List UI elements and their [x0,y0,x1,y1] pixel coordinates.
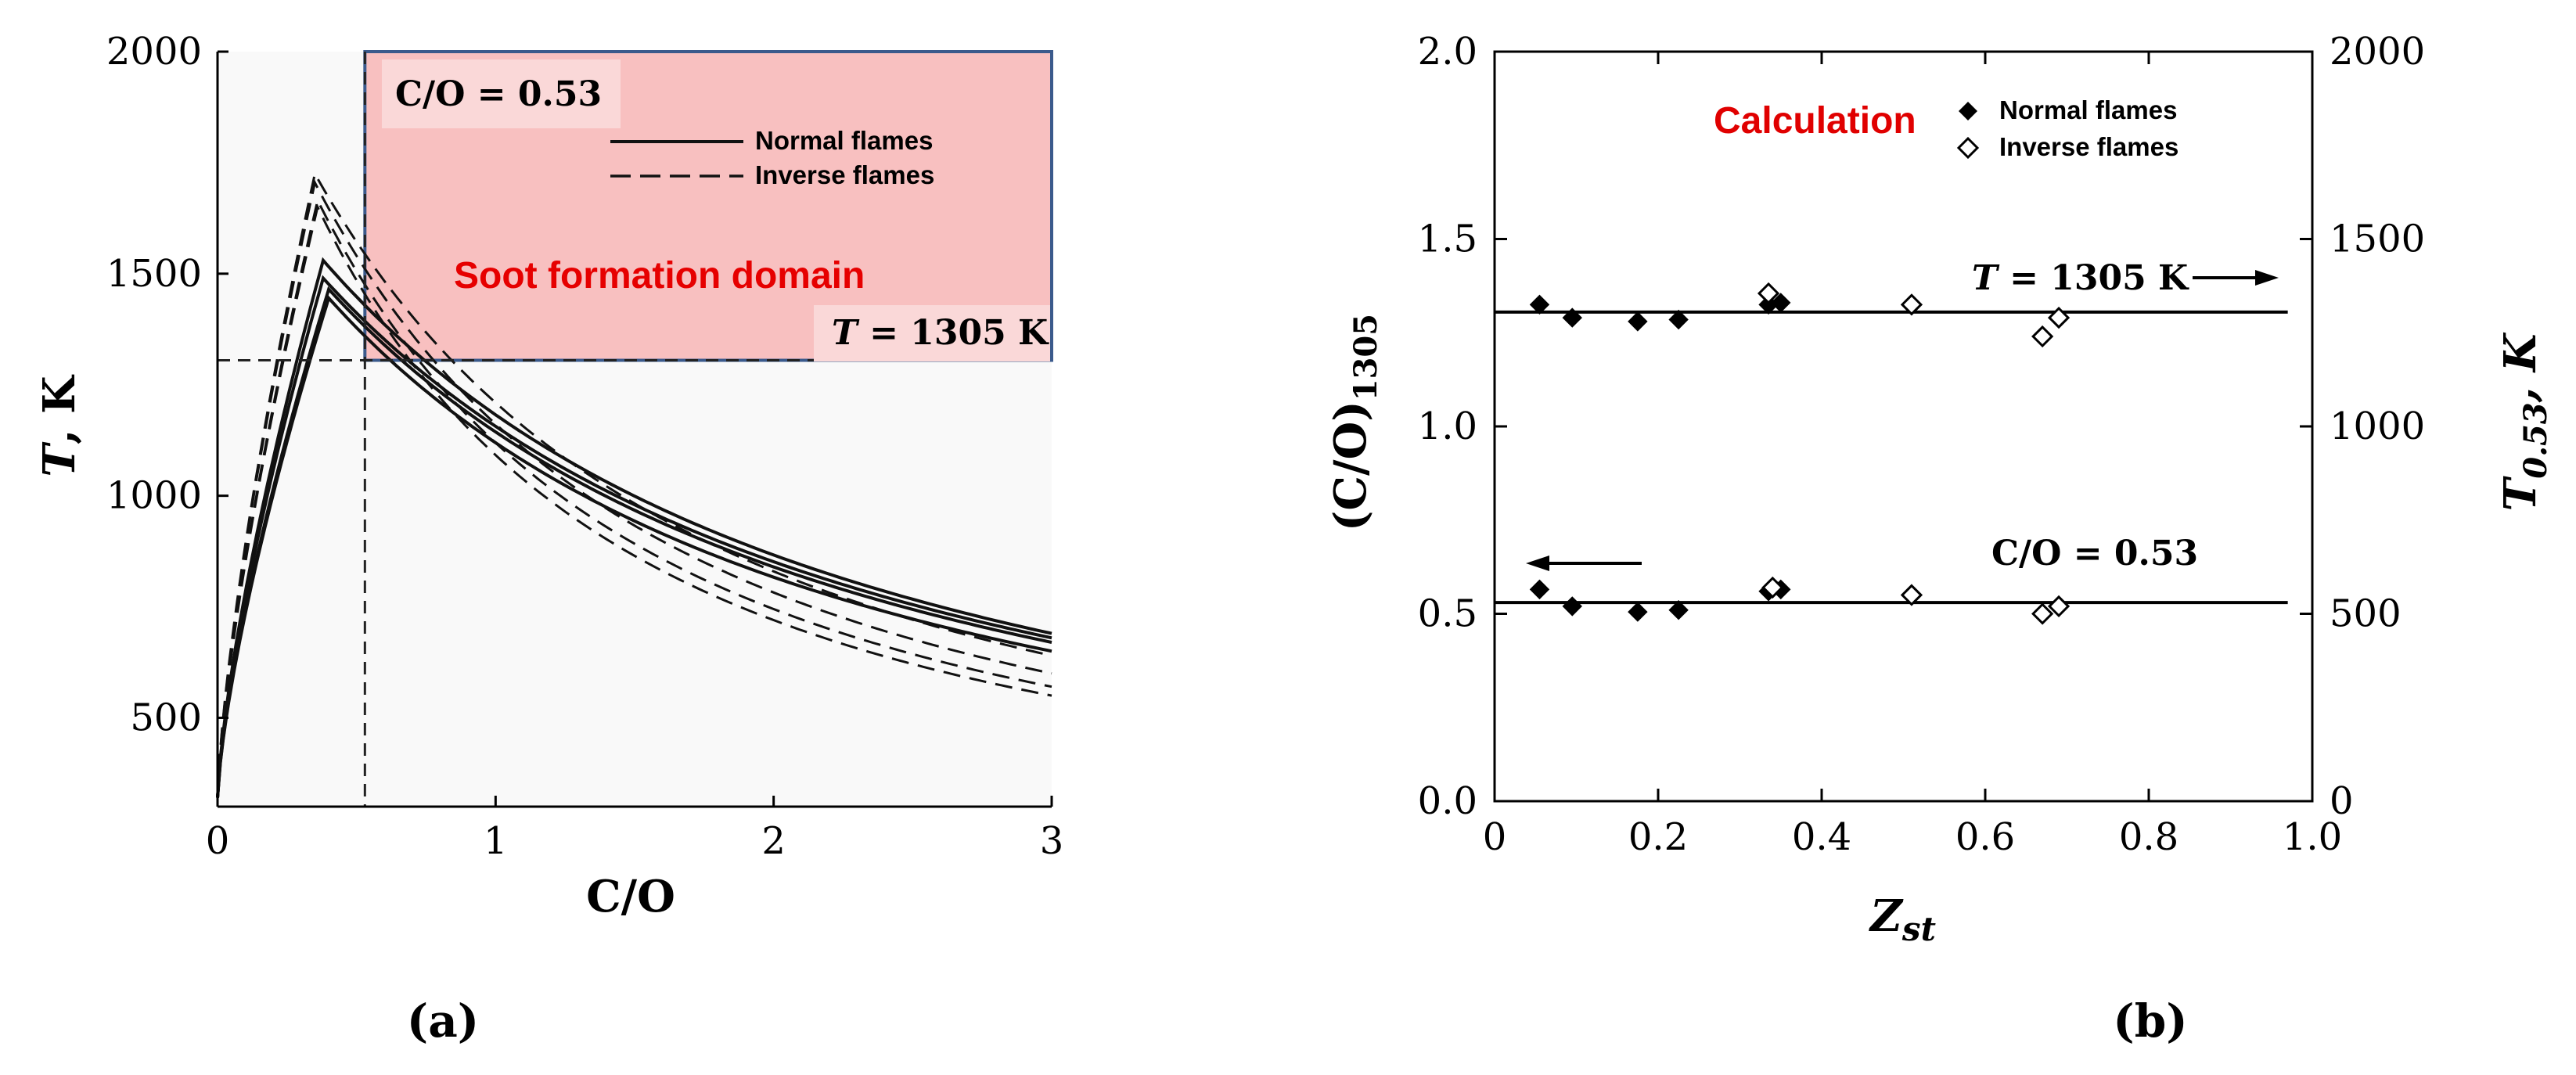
panel-b-left-y-tick-label: 0.0 [1418,779,1477,823]
panel-b-left-y-tick-label: 1.5 [1418,218,1477,261]
inverse-flame-data-point [1757,282,1780,305]
panel-b-chart: 0 0.2 0.4 0.6 0.8 1.0 0.0 0.5 1.0 1.5 2.0 0 500 1000 1… [1325,30,2554,1048]
legend-inverse-flames-label: Inverse flames [1999,132,2178,161]
inverse-flame-data-point [1900,584,1923,606]
panel-b-x-tick-label: 0.6 [1955,815,2015,859]
normal-flame-curve-3 [216,286,1052,798]
normal-flame-curve-1 [216,257,1052,798]
inverse-flame-data-point [1900,293,1923,316]
panel-b-x-tick-label: 1.0 [2283,815,2342,859]
c-o-annotation-label: C/O = 0.53 [395,74,602,114]
panel-a-y-tick-label: 2000 [106,30,202,74]
t-label-box [814,305,1050,361]
normal-flame-data-point [1562,596,1582,617]
inverse-flame-curve-3 [216,196,1052,798]
panel-b-x-tick-label: 0 [1483,815,1507,859]
panel-a-x-tick-label: 2 [761,819,786,863]
panel-b-data-points [1529,282,2071,625]
inverse-flame-data-point [2047,306,2071,329]
inverse-flame-data-point [2031,602,2054,625]
normal-flame-data-point [1562,307,1582,328]
panel-a-x-tick-label: 1 [484,819,508,863]
inverse-flame-data-point [2047,595,2071,618]
panel-a-x-tick-label: 3 [1040,819,1064,863]
left-arrow-icon [1526,555,1642,571]
t-annotation-label: T = 1305 K [832,313,1049,353]
panel-b-right-y-tick-label: 2000 [2330,30,2425,74]
normal-flame-data-point [1628,602,1648,622]
panel-a-y-tick-label: 1500 [106,252,202,296]
panel-b-x-tick-label: 0.2 [1628,815,1688,859]
panel-b-left-y-axis-label: (C/O)1305 [1325,314,1384,531]
panel-b-ticks: 0 0.2 0.4 0.6 0.8 1.0 0.0 0.5 1.0 1.5 2.0 0 500 1000 1… [1418,30,2426,859]
legend-open-diamond-marker [1956,136,1980,160]
panel-b-left-y-tick-label: 1.0 [1418,404,1477,448]
c-o-0-53-line-label: C/O = 0.53 [1991,534,2198,573]
soot-formation-domain-label: Soot formation domain [454,255,865,297]
inverse-flame-data-point [1761,576,1784,599]
panel-b-left-y-tick-label: 0.5 [1418,592,1477,636]
inverse-flame-curve-2 [216,179,1052,798]
panel-a-chart: 0 1 2 3 500 1000 1500 2000 C/O = 0.53 T = 1305 … [34,30,1063,1048]
panel-a-ticks: 0 1 2 3 500 1000 1500 2000 [106,30,1063,863]
right-arrow-icon [2193,270,2279,286]
panel-b-right-y-tick-label: 500 [2330,592,2402,636]
c-o-label-box [382,59,621,128]
panel-b-x-tick-label: 0.4 [1792,815,1851,859]
normal-flame-curve-2 [216,275,1052,798]
panel-b-left-y-tick-label: 2.0 [1418,30,1477,74]
panel-b-x-axis-label: Zst [1869,890,1936,948]
inverse-flame-curve-4 [216,203,1052,798]
panel-a-x-tick-label: 0 [206,819,230,863]
panel-a-y-tick-label: 500 [130,696,202,739]
panel-a-label: (a) [407,994,479,1048]
panel-b-right-y-axis-label: T0.53, K [2495,332,2554,511]
panel-b-plot-frame [1493,50,2314,803]
t-1305-line-label: T = 1305 K [1972,258,2189,298]
panel-b-x-tick-label: 0.8 [2119,815,2178,859]
legend-inverse-flames-label: Inverse flames [755,160,934,189]
panel-b-right-y-tick-label: 1500 [2330,218,2425,261]
normal-flame-data-point [1529,294,1550,315]
normal-flame-data-point [1668,600,1689,620]
panel-a-curves [216,170,1052,798]
panel-b-right-y-tick-label: 0 [2330,779,2354,823]
inverse-flame-curve-1 [216,170,1052,798]
normal-flame-data-point [1628,311,1648,332]
panel-b-label: (b) [2113,994,2187,1048]
panel-a-x-axis-label: C/O [586,871,675,922]
normal-flame-data-point [1668,309,1689,330]
panel-a-y-axis-label: T, K [34,374,85,477]
calculation-legend-title: Calculation [1714,100,1916,142]
normal-flame-data-point [1771,293,1791,313]
panel-a-y-tick-label: 1000 [106,474,202,518]
inverse-flame-data-point [2031,325,2054,348]
legend-filled-diamond-marker [1959,102,1977,120]
legend-normal-flames-label: Normal flames [1999,95,2177,124]
panel-b-right-y-tick-label: 1000 [2330,404,2425,448]
normal-flame-data-point [1529,579,1550,600]
legend-normal-flames-label: Normal flames [755,126,933,155]
